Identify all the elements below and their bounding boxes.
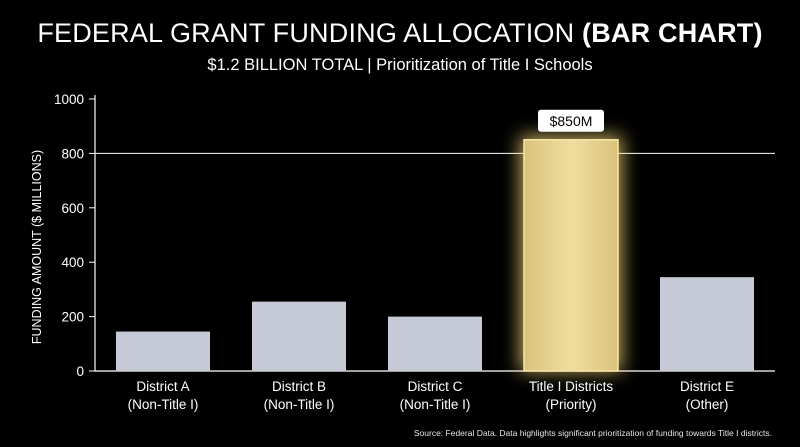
y-tick-label-1000: 1000 xyxy=(54,92,84,107)
y-tick-label-600: 600 xyxy=(61,201,84,216)
y-tick-label-400: 400 xyxy=(61,255,84,270)
bar-4 xyxy=(660,277,754,371)
plot-area: 0 200 400 600 800 1000 FUNDING AMOUNT ($ MILLI… xyxy=(30,92,775,412)
bar-3 xyxy=(523,139,619,372)
chart-title: FEDERAL GRANT FUNDING ALLOCATION (BAR CH… xyxy=(0,18,800,49)
y-tick-label-800: 800 xyxy=(61,146,84,161)
x-tick-label-4-line-1: (Other) xyxy=(686,397,729,412)
chart-subtitle: $1.2 BILLION TOTAL | Prioritization of T… xyxy=(207,56,593,74)
x-tick-label-1-line-0: District B xyxy=(272,379,326,394)
chart-title-bold: (BAR CHART) xyxy=(582,18,763,48)
x-tick-label-2-line-1: (Non-Title I) xyxy=(400,397,471,412)
x-tick-label-2-line-0: District C xyxy=(408,379,463,394)
y-axis-title: FUNDING AMOUNT ($ MILLIONS) xyxy=(30,150,44,344)
highlight-value-label: $850M xyxy=(550,113,593,129)
highlight-label-box xyxy=(538,109,604,132)
source-note: Source: Federal Data. Data highlights si… xyxy=(413,428,772,438)
y-tick-label-0: 0 xyxy=(76,364,84,379)
x-tick-label-3-line-0: Title I Districts xyxy=(529,379,613,394)
x-tick-label-0-line-1: (Non-Title I) xyxy=(128,397,199,412)
x-tick-label-0-line-0: District A xyxy=(136,379,189,394)
bar-0 xyxy=(116,331,210,371)
x-tick-label-3-line-1: (Priority) xyxy=(546,397,597,412)
x-tick-label-1-line-1: (Non-Title I) xyxy=(264,397,335,412)
chart-title-main: FEDERAL GRANT FUNDING ALLOCATION xyxy=(37,18,583,48)
y-tick-label-200: 200 xyxy=(61,310,84,325)
x-tick-label-4-line-0: District E xyxy=(680,379,734,394)
bar-1 xyxy=(252,301,346,371)
bar-2 xyxy=(388,316,482,371)
